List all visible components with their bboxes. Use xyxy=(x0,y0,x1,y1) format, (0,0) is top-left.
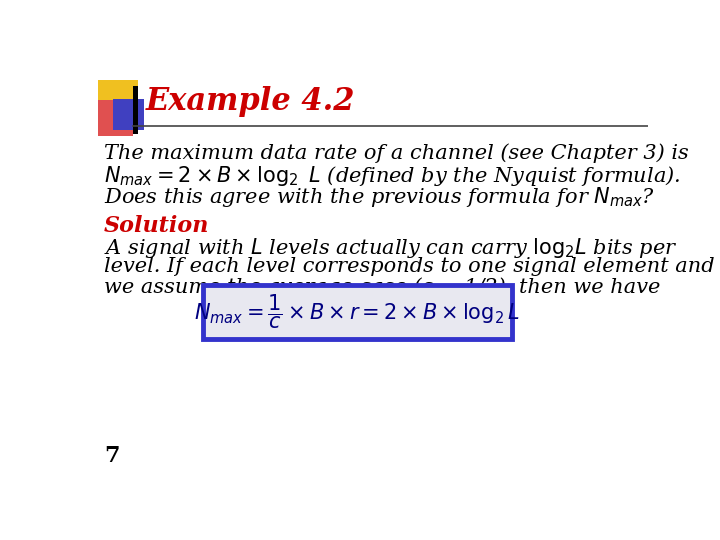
Text: Example 4.2: Example 4.2 xyxy=(145,86,355,117)
Text: A signal with $L$ levels actually can carry $\log_2\!L$ bits per: A signal with $L$ levels actually can ca… xyxy=(104,236,678,260)
Text: The maximum data rate of a channel (see Chapter 3) is: The maximum data rate of a channel (see … xyxy=(104,143,689,163)
Text: level. If each level corresponds to one signal element and: level. If each level corresponds to one … xyxy=(104,256,714,275)
Text: $N_{max} = \dfrac{1}{c} \times B \times r = 2 \times B \times \log_2 L$: $N_{max} = \dfrac{1}{c} \times B \times … xyxy=(194,293,521,331)
Text: Does this agree with the previous formula for $N_{max}$?: Does this agree with the previous formul… xyxy=(104,185,655,209)
Bar xyxy=(133,86,138,134)
FancyBboxPatch shape xyxy=(203,285,512,339)
Bar xyxy=(98,100,133,136)
Text: we assume the average case (c = 1/2), then we have: we assume the average case (c = 1/2), th… xyxy=(104,278,660,297)
Text: $N_{max} = 2 \times B \times \log_2\ L$ (defined by the Nyquist formula).: $N_{max} = 2 \times B \times \log_2\ L$ … xyxy=(104,164,680,188)
Bar xyxy=(113,99,144,130)
Text: 7: 7 xyxy=(104,445,120,467)
Text: Solution: Solution xyxy=(104,215,210,237)
Bar xyxy=(98,80,138,120)
